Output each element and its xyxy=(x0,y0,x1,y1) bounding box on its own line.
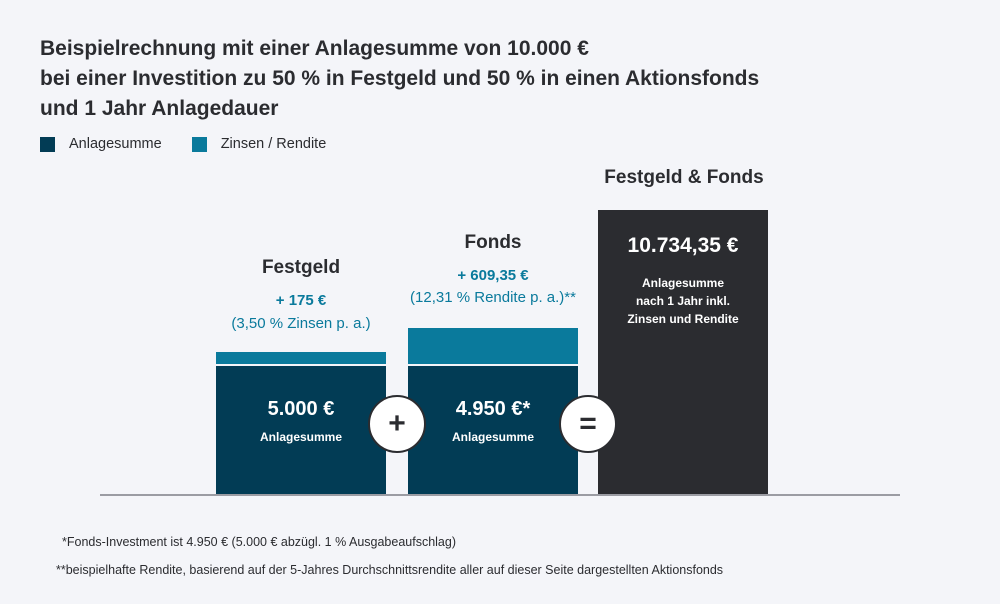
bar-festgeld-separator xyxy=(216,364,386,366)
bar-fonds-gain xyxy=(408,328,578,364)
bar-sub-total-line-3: Zinsen und Rendite xyxy=(627,312,739,326)
bar-sub-fonds: Anlagesumme xyxy=(451,430,535,444)
footnote-2: **beispielhafte Rendite, basierend auf d… xyxy=(56,563,724,577)
bar-sub-festgeld: Anlagesumme xyxy=(259,430,343,444)
chart-baseline xyxy=(100,494,900,496)
rate-label-festgeld: (3,50 % Zinsen p. a.) xyxy=(231,315,371,332)
title-line-2: bei einer Investition zu 50 % in Festgel… xyxy=(40,67,760,90)
bar-sub-total-line-2: nach 1 Jahr inkl. xyxy=(635,294,731,308)
gain-label-festgeld: + 175 € xyxy=(275,292,327,309)
equals-operator: = xyxy=(559,395,617,453)
bar-fonds: 4.950 €* Anlagesumme xyxy=(408,328,578,494)
legend-swatch-zinsen xyxy=(191,136,207,152)
legend-label-anlagesumme: Anlagesumme xyxy=(69,136,162,152)
bar-value-festgeld: 5.000 € xyxy=(267,398,335,420)
legend-item-anlagesumme: Anlagesumme xyxy=(40,136,162,152)
legend-item-zinsen: Zinsen / Rendite xyxy=(191,136,327,152)
bar-festgeld-base xyxy=(216,366,386,494)
legend-label-zinsen: Zinsen / Rendite xyxy=(220,136,327,152)
bar-value-total: 10.734,35 € xyxy=(627,234,739,257)
category-title-total: Festgeld & Fonds xyxy=(604,167,764,188)
bar-festgeld-gain xyxy=(216,352,386,364)
bar-fonds-separator xyxy=(408,364,578,366)
rate-label-fonds: (12,31 % Rendite p. a.)** xyxy=(410,289,576,306)
legend-swatch-anlagesumme xyxy=(40,136,55,152)
title-line-3: und 1 Jahr Anlagedauer xyxy=(40,97,279,120)
title-line-1: Beispielrechnung mit einer Anlagesumme v… xyxy=(40,37,589,60)
bar-sub-total-line-1: Anlagesumme xyxy=(641,276,725,290)
gain-label-fonds: + 609,35 € xyxy=(457,267,529,284)
category-title-fonds: Fonds xyxy=(464,232,522,253)
legend: Anlagesumme Zinsen / Rendite xyxy=(40,136,356,152)
bar-total-base xyxy=(598,210,768,494)
chart-title: Beispielrechnung mit einer Anlagesumme v… xyxy=(40,34,759,124)
plus-operator: + xyxy=(368,395,426,453)
bar-value-fonds: 4.950 €* xyxy=(455,398,531,420)
footnote-1: *Fonds-Investment ist 4.950 € (5.000 € a… xyxy=(62,535,456,549)
category-title-festgeld: Festgeld xyxy=(261,257,341,278)
bar-fonds-base xyxy=(408,366,578,494)
bar-total: 10.734,35 € Anlagesumme nach 1 Jahr inkl… xyxy=(598,210,768,494)
bar-festgeld: 5.000 € Anlagesumme xyxy=(216,352,386,494)
